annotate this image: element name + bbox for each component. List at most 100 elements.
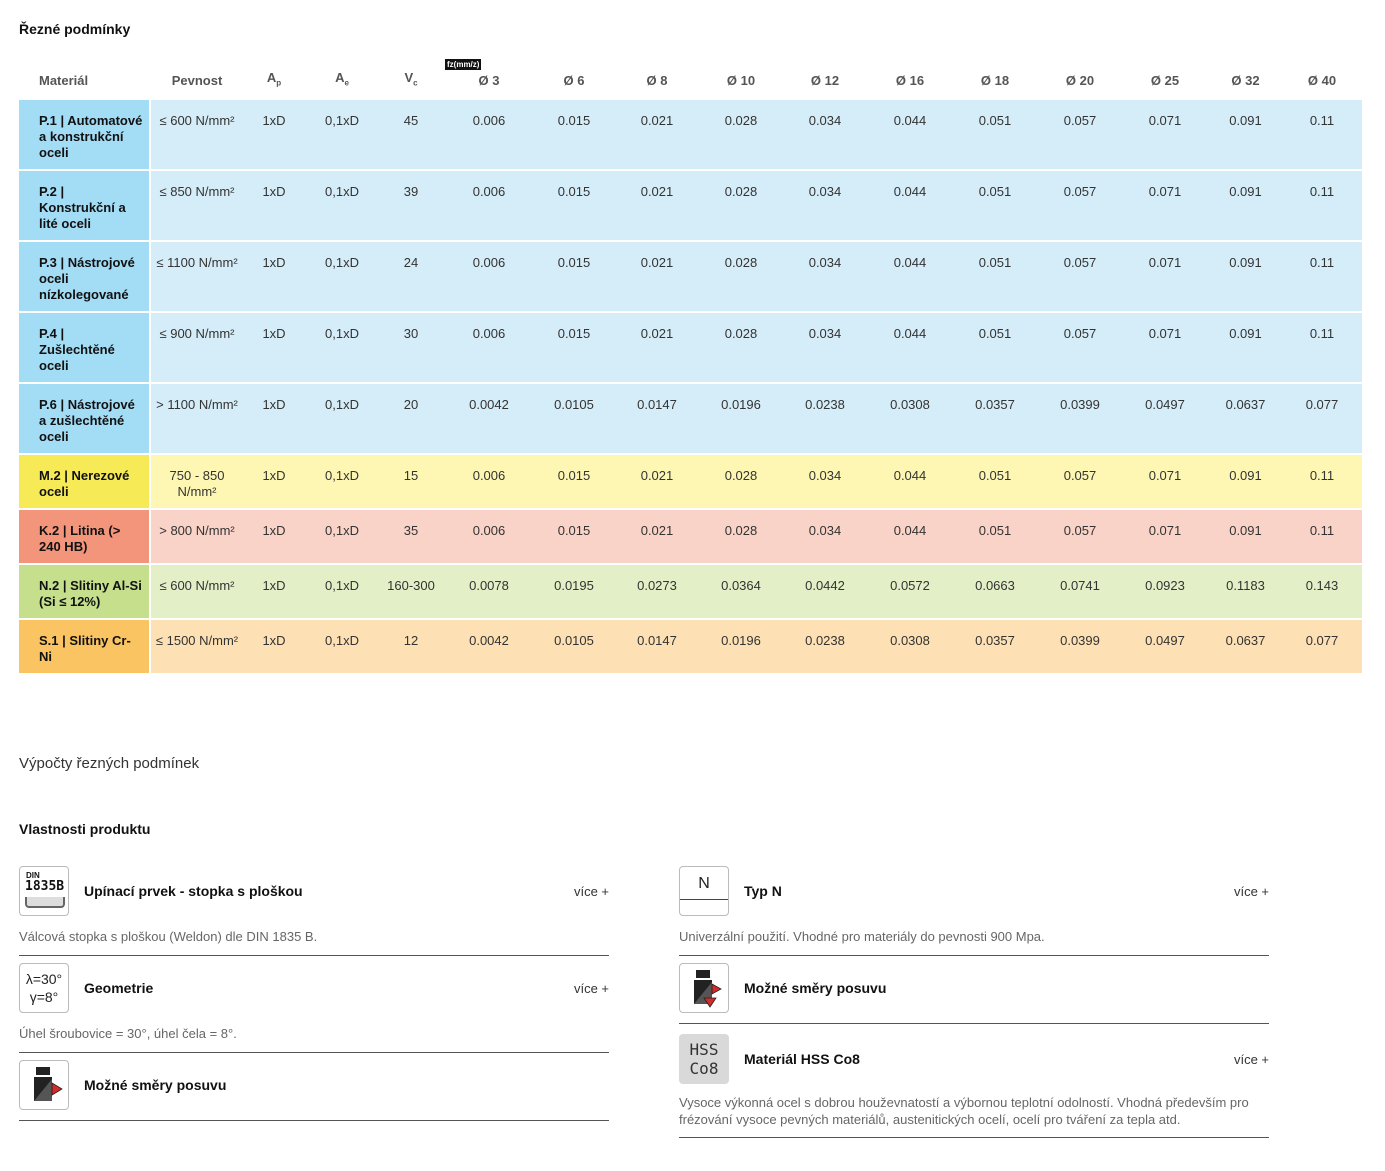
header-d40: Ø 40 (1307, 73, 1337, 88)
din-1835b-icon: DIN 1835B (19, 866, 69, 916)
more-button[interactable]: více + (1233, 1051, 1269, 1067)
fz-cell: 0.11 (1282, 242, 1362, 313)
fz-cell: 0.071 (1121, 242, 1209, 313)
hss-co8-icon: HSS Co8 (679, 1034, 729, 1084)
divider (679, 1137, 1269, 1138)
fz-cell: 0.0399 (1039, 620, 1121, 675)
fz-cell: 0.11 (1282, 171, 1362, 242)
table-row: P.4 | Zušlechtěné oceli ≤ 900 N/mm² 1xD 0,1… (19, 313, 1362, 384)
header-material: Materiál (39, 73, 89, 88)
more-button[interactable]: více + (573, 883, 609, 899)
fz-cell: 0.071 (1121, 455, 1209, 510)
fz-cell: 0.006 (443, 455, 535, 510)
fz-cell: 0.0195 (535, 565, 613, 620)
fz-cell: 0.034 (781, 455, 869, 510)
fz-cell: 0.0147 (613, 620, 701, 675)
fz-cell: 0.0238 (781, 384, 869, 455)
fz-cell: 0.057 (1039, 100, 1121, 171)
strength-cell: ≤ 600 N/mm² (151, 565, 243, 620)
ae-cell: 0,1xD (305, 171, 379, 242)
ap-cell: 1xD (243, 313, 305, 384)
fz-cell: 0.021 (613, 510, 701, 565)
prop-name: Materiál HSS Co8 (744, 1051, 860, 1067)
vc-cell: 30 (379, 313, 443, 384)
ap-cell: 1xD (243, 455, 305, 510)
strength-cell: ≤ 900 N/mm² (151, 313, 243, 384)
prop-clamping: DIN 1835B Upínací prvek - stopka s plošk… (19, 866, 609, 956)
fz-cell: 0.0357 (951, 384, 1039, 455)
fz-cell: 0.021 (613, 171, 701, 242)
more-button[interactable]: více + (1233, 883, 1269, 899)
fz-cell: 0.071 (1121, 100, 1209, 171)
divider (679, 955, 1269, 956)
type-n-icon: N (679, 866, 729, 916)
fz-cell: 0.071 (1121, 171, 1209, 242)
header-ae: Ae (335, 70, 349, 88)
ae-cell: 0,1xD (305, 510, 379, 565)
fz-cell: 0.0497 (1121, 384, 1209, 455)
fz-cell: 0.057 (1039, 242, 1121, 313)
fz-cell: 0.0572 (869, 565, 951, 620)
fz-cell: 0.0741 (1039, 565, 1121, 620)
cutting-calc-link[interactable]: Výpočty řezných podmínek (19, 755, 200, 772)
fz-cell: 0.015 (535, 313, 613, 384)
fz-cell: 0.034 (781, 171, 869, 242)
ae-cell: 0,1xD (305, 565, 379, 620)
header-d3: fz(mm/z) Ø 3 (445, 59, 500, 88)
fz-cell: 0.044 (869, 313, 951, 384)
strength-cell: ≤ 600 N/mm² (151, 100, 243, 171)
fz-cell: 0.015 (535, 242, 613, 313)
fz-cell: 0.028 (701, 242, 781, 313)
prop-hss-co8: HSS Co8 Materiál HSS Co8 více + Vysoce v… (679, 1034, 1269, 1138)
vc-cell: 15 (379, 455, 443, 510)
fz-unit-tag: fz(mm/z) (445, 59, 482, 70)
fz-cell: 0.0147 (613, 384, 701, 455)
fz-cell: 0.0238 (781, 620, 869, 675)
more-button[interactable]: více + (573, 980, 609, 996)
fz-cell: 0.077 (1282, 620, 1362, 675)
geometry-icon: λ=30° γ=8° (19, 963, 69, 1013)
fz-cell: 0.0196 (701, 620, 781, 675)
fz-cell: 0.057 (1039, 510, 1121, 565)
fz-cell: 0.006 (443, 242, 535, 313)
fz-cell: 0.051 (951, 171, 1039, 242)
fz-cell: 0.071 (1121, 510, 1209, 565)
fz-cell: 0.021 (613, 100, 701, 171)
strength-cell: 750 - 850 N/mm² (151, 455, 243, 510)
fz-cell: 0.051 (951, 242, 1039, 313)
ap-cell: 1xD (243, 510, 305, 565)
fz-cell: 0.1183 (1209, 565, 1282, 620)
fz-cell: 0.0308 (869, 620, 951, 675)
cutting-conditions-table: Materiál Pevnost Ap Ae Vc fz(mm/z) Ø 3 Ø … (19, 58, 1362, 675)
fz-cell: 0.006 (443, 313, 535, 384)
divider (679, 1023, 1269, 1024)
fz-cell: 0.0637 (1209, 384, 1282, 455)
table-header-row: Materiál Pevnost Ap Ae Vc fz(mm/z) Ø 3 Ø … (19, 58, 1362, 100)
material-cell: P.6 | Nástrojové a zušlechtěné oceli (19, 384, 151, 455)
strength-cell: ≤ 1500 N/mm² (151, 620, 243, 675)
feed-directions-icon (679, 963, 729, 1013)
cutting-conditions-title: Řezné podmínky (19, 21, 131, 37)
header-d18: Ø 18 (980, 73, 1010, 88)
ap-cell: 1xD (243, 384, 305, 455)
material-cell: N.2 | Slitiny Al-Si (Si ≤ 12%) (19, 565, 151, 620)
fz-cell: 0.0042 (443, 620, 535, 675)
fz-cell: 0.0442 (781, 565, 869, 620)
header-vc: Vc (404, 70, 418, 88)
prop-desc: Úhel šroubovice = 30°, úhel čela = 8°. (19, 1026, 237, 1041)
table-row: P.3 | Nástrojové oceli nízkolegované ≤ 11… (19, 242, 1362, 313)
vc-cell: 45 (379, 100, 443, 171)
fz-cell: 0.057 (1039, 313, 1121, 384)
table-row: M.2 | Nerezové oceli 750 - 850 N/mm² 1xD 0,… (19, 455, 1362, 510)
prop-desc: Válcová stopka s ploškou (Weldon) dle DI… (19, 929, 318, 944)
strength-cell: > 800 N/mm² (151, 510, 243, 565)
fz-cell: 0.015 (535, 455, 613, 510)
ap-cell: 1xD (243, 565, 305, 620)
prop-geometry: λ=30° γ=8° Geometrie více + Úhel šroubov… (19, 963, 609, 1053)
table-row: S.1 | Slitiny Cr-Ni ≤ 1500 N/mm² 1xD 0,1xD 1… (19, 620, 1362, 675)
material-cell: P.4 | Zušlechtěné oceli (19, 313, 151, 384)
material-cell: M.2 | Nerezové oceli (19, 455, 151, 510)
fz-cell: 0.0078 (443, 565, 535, 620)
fz-cell: 0.11 (1282, 510, 1362, 565)
header-d6: Ø 6 (563, 73, 585, 88)
